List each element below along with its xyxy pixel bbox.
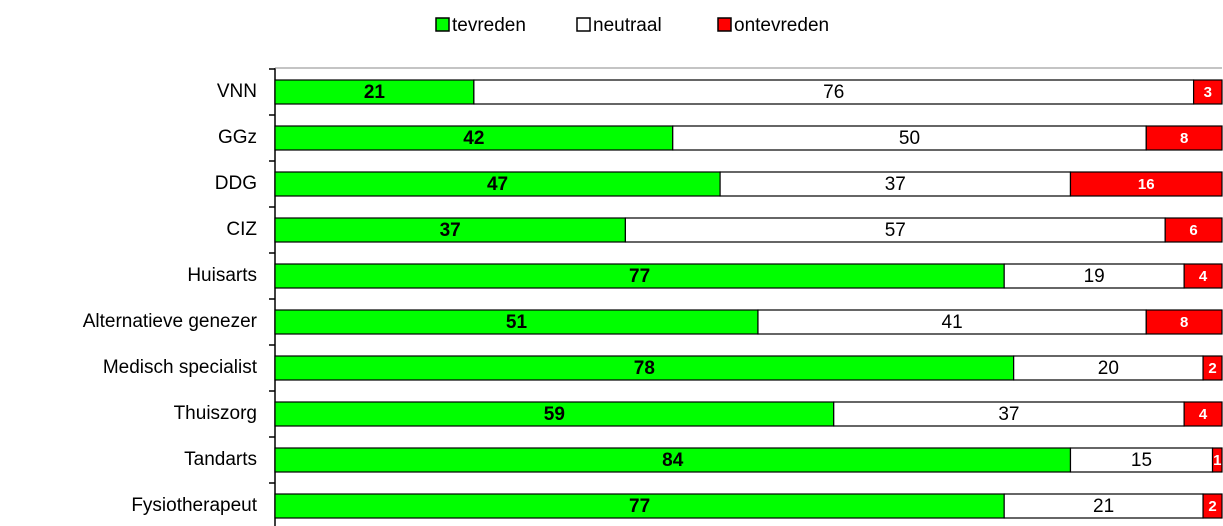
y-tick-label: Thuiszorg [174,403,257,424]
data-label: 8 [1180,130,1188,147]
data-label: 21 [364,82,386,103]
y-tick-label: Fysiotherapeut [131,495,257,516]
bar-segment [274,79,475,105]
bar-segment [1183,263,1223,289]
y-tick-label: DDG [215,173,257,194]
bar-segment [274,217,626,243]
legend-label: ontevreden [734,15,829,36]
data-label: 21 [1093,496,1114,517]
bar-segment [1069,171,1223,197]
bar-segment [1013,355,1204,381]
data-label: 1 [1213,452,1221,469]
data-label: 15 [1131,450,1152,471]
y-tick-label: GGz [218,127,257,148]
data-label: 37 [885,174,906,195]
legend-swatch [435,17,450,32]
legend-label: neutraal [593,15,662,36]
bar-segment [274,263,1005,289]
data-label: 57 [885,220,906,241]
bar-segment [1003,263,1185,289]
data-label: 8 [1180,314,1188,331]
y-tick-label: Huisarts [187,265,257,286]
data-label: 47 [487,174,508,195]
y-tick-label: VNN [217,81,257,102]
data-label: 2 [1208,360,1216,377]
legend-label: tevreden [452,15,526,36]
data-label: 3 [1204,84,1212,101]
data-label: 16 [1138,176,1155,193]
bar-segment [1183,401,1223,427]
data-label: 51 [506,312,528,333]
legend-swatch [576,17,591,32]
data-label: 42 [463,128,484,149]
data-label: 2 [1208,498,1216,515]
data-label: 76 [823,82,844,103]
data-label: 77 [629,496,650,517]
data-label: 6 [1189,222,1197,239]
bar-segment [1164,217,1223,243]
bar-segment [1211,447,1223,473]
bar-segment [1145,309,1223,335]
data-label: 59 [544,404,565,425]
bar-segment [672,125,1147,151]
data-label: 37 [998,404,1019,425]
data-label: 77 [629,266,650,287]
bar-segment [1145,125,1223,151]
bar-segment [1003,493,1204,519]
y-tick-label: Alternatieve genezer [83,311,258,332]
bar-segment [274,171,721,197]
data-label: 84 [662,450,684,471]
bar-segment [1192,79,1223,105]
bar-segment [274,493,1005,519]
bar-segment [274,447,1072,473]
bar-segment [757,309,1147,335]
bar-segment [1202,493,1223,519]
data-label: 20 [1098,358,1119,379]
legend-swatch [717,17,732,32]
data-label: 4 [1199,268,1208,285]
bar-segment [274,125,674,151]
y-tick-label: Medisch specialist [103,357,258,378]
bar-segment [274,401,835,427]
data-label: 19 [1084,266,1105,287]
data-label: 78 [634,358,655,379]
bar-segment [473,79,1195,105]
bar-segment [624,217,1166,243]
data-label: 4 [1199,406,1208,423]
data-label: 50 [899,128,920,149]
bar-segment [1202,355,1223,381]
y-tick-label: CIZ [226,219,257,240]
data-label: 37 [440,220,461,241]
bar-segment [274,309,759,335]
y-tick-label: Tandarts [184,449,257,470]
data-label: 41 [942,312,963,333]
